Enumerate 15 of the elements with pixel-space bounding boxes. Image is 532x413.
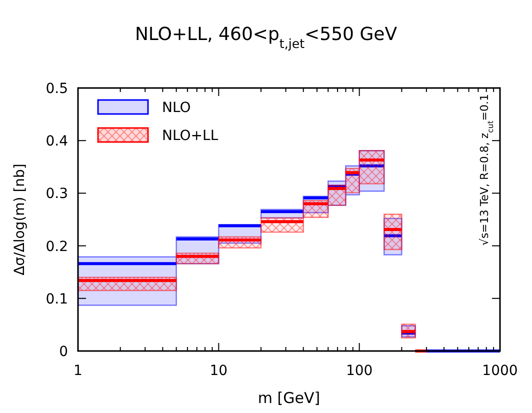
y-axis-title: Δσ/Δlog(m) [nb] — [12, 164, 28, 276]
y-tick-label: 0.2 — [46, 238, 68, 255]
y-tick-label: 0 — [59, 344, 68, 360]
y-tick-label: 0.5 — [46, 81, 68, 97]
x-tick-label: 10 — [210, 363, 228, 379]
x-tick-label: 1000 — [482, 363, 518, 379]
x-tick-label: 1 — [74, 363, 82, 379]
legend-label: NLO+LL — [162, 128, 218, 144]
legend-label: NLO — [162, 100, 191, 116]
y-tick-label: 0.3 — [46, 186, 68, 202]
y-tick-label: 0.1 — [46, 291, 68, 308]
y-tick-label: 0.4 — [46, 134, 68, 150]
x-tick-label: 100 — [346, 363, 373, 379]
chart-title: NLO+LL, 460<p$_{t,jet}$<550 GeV — [134, 24, 398, 50]
x-axis-title: m [GeV] — [258, 389, 320, 407]
